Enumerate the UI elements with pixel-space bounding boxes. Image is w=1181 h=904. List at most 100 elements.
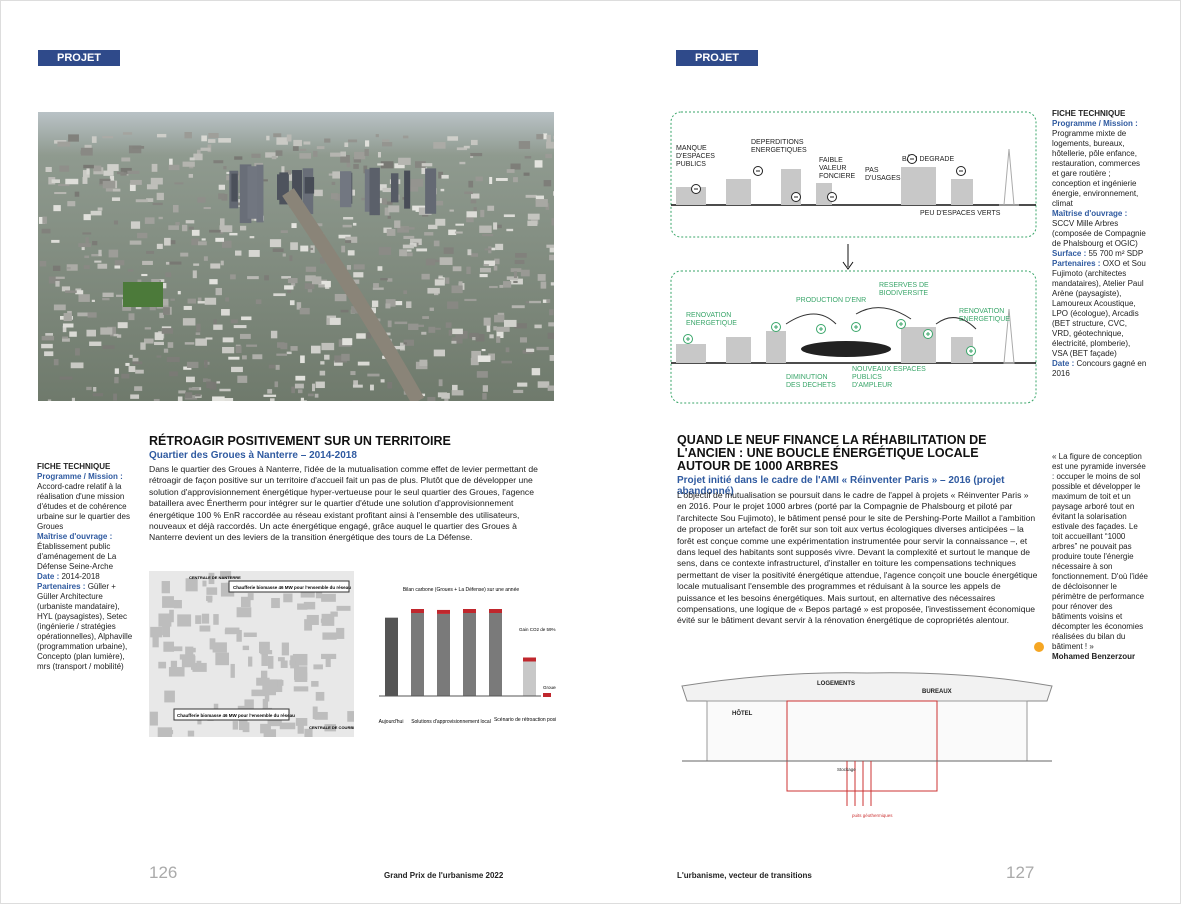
building xyxy=(112,188,121,192)
fiche-label: Date : xyxy=(37,572,60,581)
building xyxy=(228,356,240,360)
building xyxy=(125,362,130,366)
building xyxy=(127,170,140,174)
building xyxy=(189,157,195,161)
quote-author: Mohamed Benzerzour xyxy=(1052,652,1136,661)
building xyxy=(85,237,89,244)
block xyxy=(304,728,313,737)
block xyxy=(185,646,194,655)
building xyxy=(321,342,335,351)
building xyxy=(487,205,495,211)
plus-icon xyxy=(969,349,973,353)
building xyxy=(332,171,344,179)
building xyxy=(75,290,84,295)
building xyxy=(97,263,108,269)
building xyxy=(208,133,219,139)
building xyxy=(458,281,463,287)
building xyxy=(313,150,318,157)
building xyxy=(45,166,52,172)
building xyxy=(202,378,208,383)
building xyxy=(503,214,515,218)
building xyxy=(237,375,248,383)
building xyxy=(44,351,54,357)
building xyxy=(94,260,102,263)
building xyxy=(215,237,225,242)
building xyxy=(113,333,119,337)
building xyxy=(525,301,530,304)
building xyxy=(156,243,163,249)
building xyxy=(187,298,196,304)
building xyxy=(513,280,518,283)
building xyxy=(387,278,393,282)
building xyxy=(451,340,457,344)
block xyxy=(208,572,215,585)
building xyxy=(276,353,288,356)
block xyxy=(260,670,268,685)
building xyxy=(371,307,376,314)
building xyxy=(471,350,481,359)
block xyxy=(297,720,304,734)
building xyxy=(116,334,122,338)
building xyxy=(188,173,194,178)
block xyxy=(236,629,242,642)
page-number: 127 xyxy=(1006,863,1035,882)
block xyxy=(283,593,293,603)
bar-cap xyxy=(523,657,536,662)
page-number: 126 xyxy=(149,863,178,882)
building xyxy=(445,322,452,328)
building xyxy=(483,260,496,266)
building xyxy=(142,260,153,265)
building xyxy=(83,214,91,221)
building xyxy=(45,333,54,336)
block xyxy=(242,645,250,651)
building xyxy=(385,303,391,309)
building xyxy=(53,205,61,212)
building xyxy=(98,249,102,257)
block xyxy=(267,656,274,669)
block xyxy=(324,724,337,732)
building xyxy=(551,218,554,226)
building xyxy=(353,272,364,278)
building xyxy=(330,152,341,157)
building xyxy=(403,290,408,295)
building xyxy=(271,155,277,160)
building xyxy=(116,171,124,175)
building xyxy=(129,240,142,245)
building xyxy=(416,248,428,252)
building xyxy=(435,327,441,330)
building xyxy=(42,216,47,224)
building xyxy=(410,238,422,246)
building xyxy=(134,386,143,391)
building xyxy=(352,384,363,388)
building xyxy=(549,309,554,316)
building xyxy=(303,247,313,251)
building xyxy=(102,345,115,349)
building xyxy=(526,348,535,352)
tag: PROJET xyxy=(38,50,120,66)
building xyxy=(380,379,385,383)
building xyxy=(146,198,154,202)
block xyxy=(321,593,336,602)
block xyxy=(240,596,251,607)
building xyxy=(170,298,175,301)
building xyxy=(550,282,554,286)
building xyxy=(377,163,384,166)
building xyxy=(129,354,133,359)
block xyxy=(164,690,175,703)
building xyxy=(196,323,201,332)
building xyxy=(489,334,494,339)
block xyxy=(325,657,331,668)
plus-icon xyxy=(686,337,690,341)
building xyxy=(493,326,497,331)
building xyxy=(129,183,136,192)
block xyxy=(161,581,170,594)
block xyxy=(242,722,250,733)
building xyxy=(482,233,494,237)
fiche-item: Date : Concours gagné en 2016 xyxy=(1052,359,1147,379)
building xyxy=(233,325,247,329)
tower xyxy=(425,168,437,214)
building xyxy=(310,345,321,354)
building xyxy=(345,236,358,243)
building xyxy=(448,229,457,236)
